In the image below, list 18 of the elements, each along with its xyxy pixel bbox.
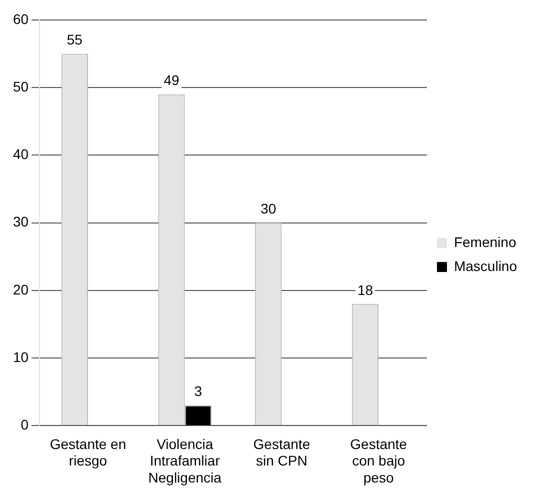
legend-label: Femenino — [454, 234, 516, 250]
y-tick-label: 20 — [12, 281, 29, 298]
data-label: 49 — [164, 72, 180, 88]
x-tick-label: Gestante sin CPN — [253, 436, 310, 469]
legend-label: Masculino — [454, 258, 518, 274]
y-tick-label: 60 — [12, 10, 29, 27]
y-tick-label: 30 — [12, 214, 29, 230]
y-tick-label: 10 — [12, 348, 29, 365]
data-label: 18 — [357, 282, 374, 298]
x-tick-label: Violencia Intrafamliar Negligencia — [148, 436, 222, 486]
data-label: 3 — [194, 383, 202, 400]
data-label: 30 — [260, 200, 276, 217]
data-label: 55 — [66, 32, 83, 48]
y-tick-label: 40 — [12, 146, 29, 162]
y-tick-label: 50 — [12, 78, 29, 94]
x-tick-label: Gestante en riesgo — [50, 436, 126, 469]
x-tick-label: Gestante con bajo peso — [350, 436, 408, 486]
y-tick-label: 0 — [20, 416, 29, 432]
